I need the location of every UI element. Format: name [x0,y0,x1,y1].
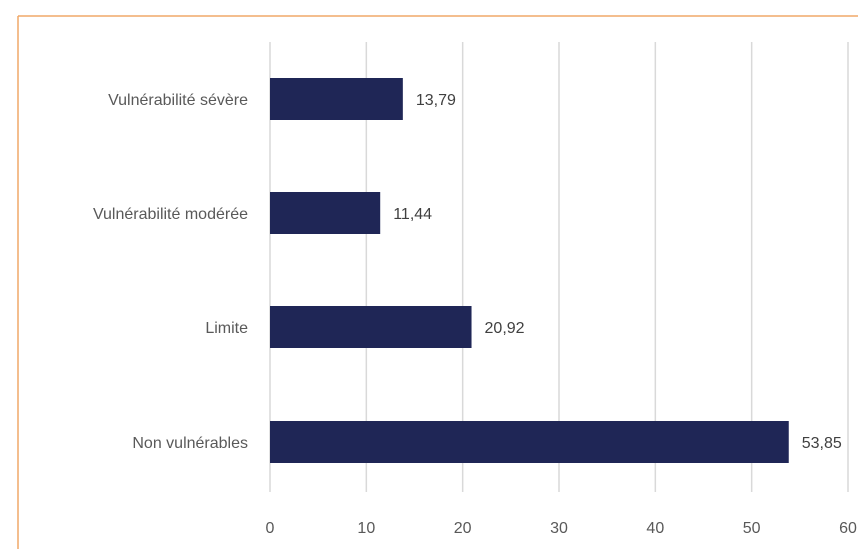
category-labels: Vulnérabilité sévère Vulnérabilité modéré… [93,92,248,452]
chart-frame-border [17,15,858,549]
bar [270,306,472,348]
x-tick-label: 20 [454,520,472,537]
data-label: 53,85 [802,435,842,452]
bar [270,78,403,120]
x-tick-label: 40 [646,520,664,537]
category-label: Non vulnérables [132,435,248,452]
bar [270,192,381,234]
x-axis-tick-labels: 0 10 20 30 40 50 60 [266,520,857,537]
bars [270,78,789,463]
x-tick-label: 50 [743,520,761,537]
data-label: 13,79 [416,92,456,109]
x-tick-label: 0 [266,520,275,537]
bar [270,421,789,463]
x-tick-label: 60 [839,520,857,537]
x-tick-label: 10 [357,520,375,537]
category-label: Vulnérabilité sévère [108,92,248,109]
data-labels: 13,79 11,44 20,92 53,85 [393,92,842,452]
data-label: 11,44 [393,206,432,223]
x-tick-label: 30 [550,520,568,537]
category-label: Limite [205,320,248,337]
data-label: 20,92 [485,320,525,337]
category-label: Vulnérabilité modérée [93,206,248,223]
